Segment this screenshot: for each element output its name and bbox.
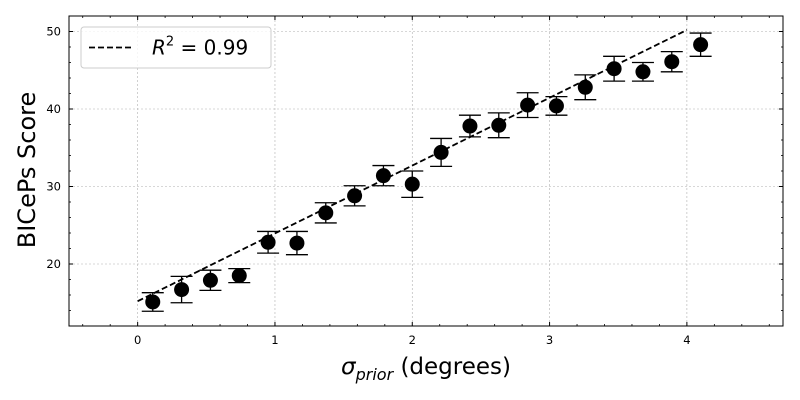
data-point-group: [372, 164, 395, 187]
data-point: [145, 294, 161, 310]
y-tick-label: 30: [46, 180, 61, 194]
data-point-group: [574, 74, 597, 101]
data-point: [462, 118, 478, 134]
data-point: [202, 272, 218, 288]
data-point-group: [603, 55, 626, 82]
data-point: [577, 79, 593, 95]
data-point-group: [516, 92, 539, 119]
y-axis-label: BICePs Score: [13, 92, 41, 248]
legend-r-symbol: R: [152, 36, 166, 60]
data-point: [548, 98, 564, 114]
data-point: [260, 234, 276, 250]
data-point: [664, 54, 680, 70]
legend-box: [80, 26, 272, 69]
data-point: [693, 37, 709, 53]
data-point-group: [343, 185, 366, 207]
data-point: [318, 205, 334, 221]
data-point: [231, 268, 247, 284]
data-point: [404, 176, 420, 192]
data-point-group: [458, 114, 481, 138]
x-axis-label: σprior (degrees): [341, 354, 511, 384]
data-point: [491, 117, 507, 133]
legend-r-exponent: 2: [166, 35, 174, 50]
x-tick-label: 3: [546, 333, 553, 347]
data-point-group: [257, 230, 280, 254]
data-point-group: [487, 112, 510, 139]
data-point-group: [199, 269, 222, 292]
data-point-group: [545, 95, 568, 116]
x-axis-label-units: (degrees): [393, 354, 511, 380]
data-point-group: [660, 51, 683, 73]
y-tick-label: 40: [46, 102, 61, 116]
x-tick-label: 0: [134, 333, 141, 347]
x-axis-label-sigma: σ: [341, 354, 357, 380]
data-point: [347, 188, 363, 204]
data-point-group: [631, 61, 654, 82]
data-point: [174, 282, 190, 298]
points-layer: [141, 32, 712, 312]
x-tick-label: 4: [683, 333, 690, 347]
fit-line: [137, 29, 688, 303]
data-point-group: [285, 230, 308, 256]
data-point-group: [141, 292, 164, 312]
data-point: [520, 97, 536, 113]
data-point-group: [430, 137, 453, 168]
x-axis-label-subscript: prior: [355, 365, 395, 384]
x-tick-label: 2: [409, 333, 416, 347]
y-tick-label: 50: [46, 25, 61, 39]
legend-label: R2 = 0.99: [152, 35, 248, 60]
data-point-group: [228, 267, 251, 284]
data-point-group: [314, 202, 337, 224]
data-point: [606, 61, 622, 77]
data-point: [375, 168, 391, 184]
data-point-group: [689, 32, 712, 57]
grid-layer: [69, 16, 783, 326]
fit-layer: [137, 29, 688, 303]
ticks-layer: 0 1 2 3 4 20 30 40 50: [46, 15, 783, 347]
legend-r-value: = 0.99: [174, 36, 248, 60]
data-point: [289, 235, 305, 251]
data-point-group: [170, 275, 193, 304]
legend: R2 = 0.99: [80, 26, 272, 69]
y-tick-label: 20: [46, 257, 61, 271]
data-point-group: [401, 170, 424, 199]
data-point: [635, 64, 651, 80]
x-tick-label: 1: [271, 333, 278, 347]
data-point: [433, 144, 449, 160]
